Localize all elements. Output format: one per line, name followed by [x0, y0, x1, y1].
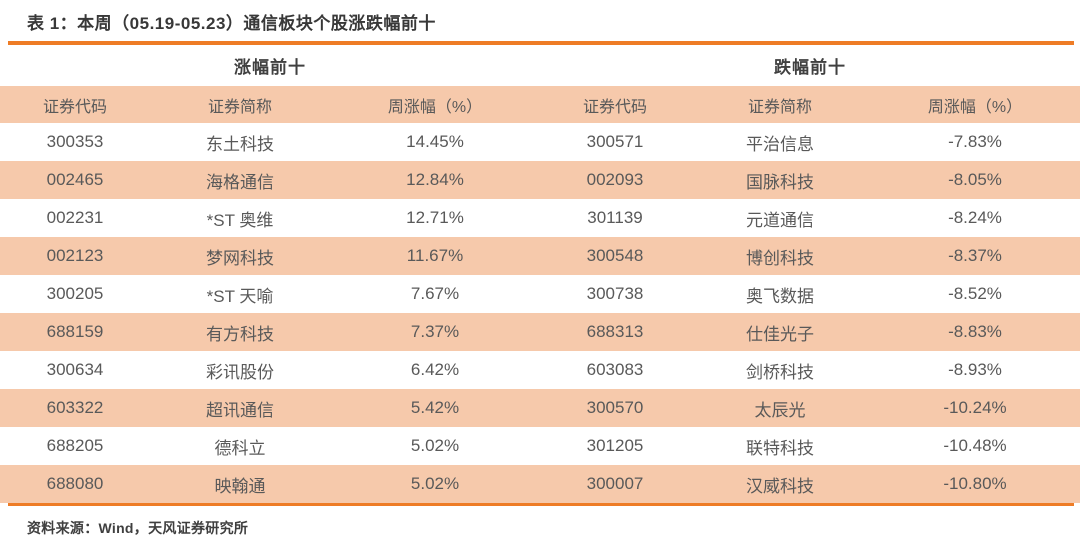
table-row: 002465 海格通信 12.84% 002093 国脉科技 -8.05%	[0, 161, 1080, 199]
loser-pct-header: 周涨幅（%）	[870, 86, 1080, 123]
loser-name-cell: 汉威科技	[690, 465, 870, 503]
gainer-code-cell: 603322	[0, 389, 150, 427]
loser-pct-cell: -8.05%	[870, 161, 1080, 199]
loser-name-cell: 剑桥科技	[690, 351, 870, 389]
loser-code-cell: 300007	[540, 465, 690, 503]
gainer-code-cell: 002123	[0, 237, 150, 275]
table-row: 300634 彩讯股份 6.42% 603083 剑桥科技 -8.93%	[0, 351, 1080, 389]
gainer-code-cell: 300353	[0, 123, 150, 161]
loser-name-cell: 太辰光	[690, 389, 870, 427]
loser-pct-cell: -10.80%	[870, 465, 1080, 503]
losers-group-header: 跌幅前十	[540, 45, 1080, 86]
column-header-row: 证券代码 证券简称 周涨幅（%） 证券代码 证券简称 周涨幅（%）	[0, 86, 1080, 123]
gainer-pct-cell: 7.37%	[330, 313, 540, 351]
loser-pct-cell: -8.24%	[870, 199, 1080, 237]
loser-pct-cell: -8.37%	[870, 237, 1080, 275]
loser-pct-cell: -8.52%	[870, 275, 1080, 313]
gainers-losers-table: 涨幅前十 跌幅前十 证券代码 证券简称 周涨幅（%） 证券代码 证券简称 周涨幅…	[0, 45, 1080, 503]
loser-name-header: 证券简称	[690, 86, 870, 123]
gainer-pct-header: 周涨幅（%）	[330, 86, 540, 123]
loser-name-cell: 国脉科技	[690, 161, 870, 199]
loser-code-cell: 300548	[540, 237, 690, 275]
top-accent-rule	[8, 41, 1074, 45]
loser-pct-cell: -8.83%	[870, 313, 1080, 351]
gainer-code-cell: 300205	[0, 275, 150, 313]
gainer-code-header: 证券代码	[0, 86, 150, 123]
table-row: 688205 德科立 5.02% 301205 联特科技 -10.48%	[0, 427, 1080, 465]
gainer-name-cell: 海格通信	[150, 161, 330, 199]
table-row: 603322 超讯通信 5.42% 300570 太辰光 -10.24%	[0, 389, 1080, 427]
gainer-code-cell: 688080	[0, 465, 150, 503]
loser-pct-cell: -10.24%	[870, 389, 1080, 427]
loser-name-cell: 联特科技	[690, 427, 870, 465]
table-row: 002123 梦网科技 11.67% 300548 博创科技 -8.37%	[0, 237, 1080, 275]
table-title: 表 1：本周（05.19-05.23）通信板块个股涨跌幅前十	[27, 14, 436, 33]
gainer-pct-cell: 6.42%	[330, 351, 540, 389]
gainer-name-cell: 有方科技	[150, 313, 330, 351]
loser-code-cell: 300738	[540, 275, 690, 313]
gainer-name-cell: 彩讯股份	[150, 351, 330, 389]
loser-code-cell: 301139	[540, 199, 690, 237]
loser-code-cell: 002093	[540, 161, 690, 199]
gainer-code-cell: 300634	[0, 351, 150, 389]
bottom-accent-rule	[8, 503, 1074, 506]
gainer-pct-cell: 14.45%	[330, 123, 540, 161]
gainer-pct-cell: 5.02%	[330, 465, 540, 503]
gainer-pct-cell: 12.71%	[330, 199, 540, 237]
table-row: 300205 *ST 天喻 7.67% 300738 奥飞数据 -8.52%	[0, 275, 1080, 313]
loser-pct-cell: -7.83%	[870, 123, 1080, 161]
loser-pct-cell: -10.48%	[870, 427, 1080, 465]
table-row: 002231 *ST 奥维 12.71% 301139 元道通信 -8.24%	[0, 199, 1080, 237]
loser-name-cell: 奥飞数据	[690, 275, 870, 313]
group-header-row: 涨幅前十 跌幅前十	[0, 45, 1080, 86]
gainer-name-cell: 东土科技	[150, 123, 330, 161]
table-row: 300353 东土科技 14.45% 300571 平治信息 -7.83%	[0, 123, 1080, 161]
loser-code-cell: 300571	[540, 123, 690, 161]
gainers-group-header: 涨幅前十	[0, 45, 540, 86]
gainer-code-cell: 002231	[0, 199, 150, 237]
loser-code-cell: 300570	[540, 389, 690, 427]
gainer-name-header: 证券简称	[150, 86, 330, 123]
gainer-pct-cell: 7.67%	[330, 275, 540, 313]
gainer-pct-cell: 12.84%	[330, 161, 540, 199]
gainer-code-cell: 688159	[0, 313, 150, 351]
source-note: 资料来源：Wind，天风证券研究所	[27, 520, 249, 536]
gainer-name-cell: *ST 奥维	[150, 199, 330, 237]
table-body: 300353 东土科技 14.45% 300571 平治信息 -7.83% 002465 海格…	[0, 123, 1080, 503]
gainer-code-cell: 002465	[0, 161, 150, 199]
gainer-name-cell: 超讯通信	[150, 389, 330, 427]
loser-code-cell: 301205	[540, 427, 690, 465]
gainer-code-cell: 688205	[0, 427, 150, 465]
loser-name-cell: 平治信息	[690, 123, 870, 161]
gainer-name-cell: 梦网科技	[150, 237, 330, 275]
gainer-pct-cell: 5.42%	[330, 389, 540, 427]
loser-code-cell: 603083	[540, 351, 690, 389]
gainer-name-cell: *ST 天喻	[150, 275, 330, 313]
loser-name-cell: 元道通信	[690, 199, 870, 237]
table-row: 688159 有方科技 7.37% 688313 仕佳光子 -8.83%	[0, 313, 1080, 351]
gainer-pct-cell: 5.02%	[330, 427, 540, 465]
loser-code-header: 证券代码	[540, 86, 690, 123]
loser-name-cell: 博创科技	[690, 237, 870, 275]
table-row: 688080 映翰通 5.02% 300007 汉威科技 -10.80%	[0, 465, 1080, 503]
loser-pct-cell: -8.93%	[870, 351, 1080, 389]
gainer-pct-cell: 11.67%	[330, 237, 540, 275]
gainer-name-cell: 映翰通	[150, 465, 330, 503]
gainer-name-cell: 德科立	[150, 427, 330, 465]
loser-name-cell: 仕佳光子	[690, 313, 870, 351]
loser-code-cell: 688313	[540, 313, 690, 351]
